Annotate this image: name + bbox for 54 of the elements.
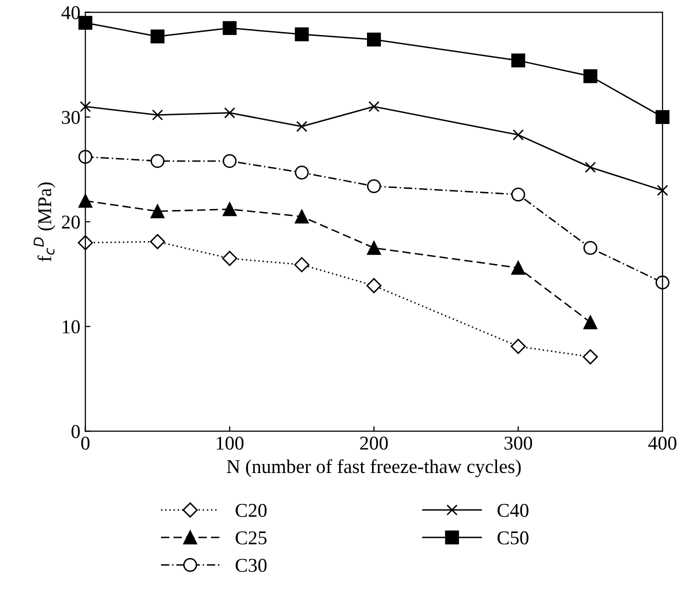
y-tick-label: 40	[61, 6, 80, 20]
point	[78, 235, 93, 250]
point	[294, 210, 309, 224]
y-tick-label: 20	[62, 216, 80, 229]
y-tick-label: 30	[62, 110, 80, 124]
y-tick-label: 0	[72, 425, 80, 438]
point	[511, 54, 526, 68]
point	[222, 202, 237, 216]
point	[294, 166, 309, 180]
point	[512, 129, 524, 140]
point	[583, 315, 598, 330]
point	[366, 278, 382, 294]
point	[296, 120, 308, 132]
point	[294, 27, 309, 42]
x-tick-label: 100	[216, 436, 244, 450]
point	[656, 110, 670, 124]
point	[78, 16, 92, 30]
x-tick-label: 400	[648, 436, 676, 450]
x-tick-label: 200	[360, 436, 388, 450]
point	[294, 257, 310, 272]
point	[150, 234, 166, 250]
x-tick-label: 300	[504, 436, 532, 450]
point	[150, 204, 164, 218]
point	[222, 250, 238, 266]
point	[584, 162, 596, 173]
point	[78, 150, 92, 164]
point	[582, 349, 598, 364]
point	[222, 154, 237, 168]
legend-label: C40	[498, 504, 528, 517]
point	[367, 179, 381, 194]
point	[150, 154, 164, 168]
legend-label: C50	[498, 531, 528, 544]
point	[367, 32, 381, 46]
legend-label: C25	[236, 531, 267, 544]
point	[224, 107, 236, 118]
point	[222, 21, 237, 35]
x-axis-title: N (number of fast freeze-thaw cycles)	[226, 459, 521, 478]
point	[368, 101, 380, 112]
point	[583, 69, 598, 84]
legend-label: C30	[236, 558, 267, 572]
point	[367, 240, 381, 255]
point	[511, 188, 526, 202]
point	[656, 184, 668, 196]
point	[150, 29, 164, 44]
point	[80, 101, 91, 112]
y-tick-label: 10	[62, 320, 80, 334]
point	[656, 276, 670, 290]
x-tick-label: 0	[81, 436, 90, 450]
point	[511, 260, 526, 275]
y-axis-title: f$_{c}$$^{D}$ (MPa)	[34, 182, 56, 262]
point	[152, 109, 164, 120]
point	[583, 240, 598, 255]
point	[510, 338, 526, 354]
legend-label: C20	[236, 504, 267, 517]
